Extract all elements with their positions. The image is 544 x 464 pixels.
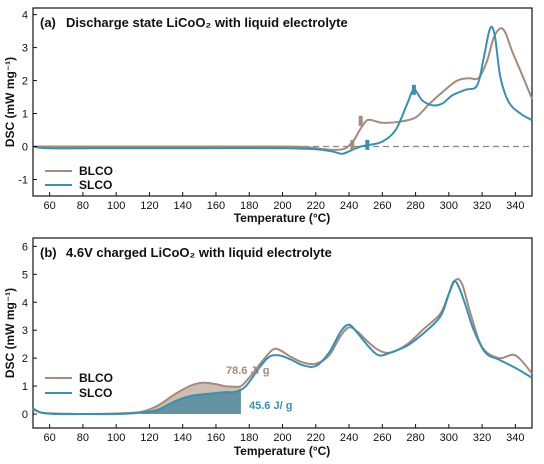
x-tick-label: 180 — [240, 432, 258, 444]
y-tick-label: 3 — [22, 325, 28, 337]
x-tick-label: 300 — [440, 432, 458, 444]
x-tick-label: 80 — [77, 432, 89, 444]
series-line-slco — [32, 280, 533, 416]
x-axis-label-b: Temperature (°C) — [234, 444, 331, 458]
markers-a — [350, 84, 416, 150]
x-tick-label: 340 — [506, 200, 524, 212]
legend-label-slco-b: SLCO — [79, 386, 112, 400]
y-axis-label-a: DSC (mW mg⁻¹) — [3, 57, 17, 147]
x-tick-label: 260 — [373, 432, 391, 444]
y-ticks-b: 0 1 2 3 4 5 6 — [22, 241, 37, 421]
panel-b: 60 80 100 120 140 160 180 200 220 240 260 280 300 320… — [3, 237, 533, 458]
panel-a: 60 80 100 120 140 160 180 200 220 240 260 280 300 320… — [3, 7, 533, 225]
x-ticks-b: 60 80 100 120 140 160 180 200 220 240 260 280 300 320… — [44, 424, 525, 444]
shaded-region-slco — [141, 388, 241, 414]
x-tick-label: 60 — [44, 200, 56, 212]
chart-title-b: 4.6V charged LiCoO₂ with liquid electrol… — [66, 245, 332, 260]
x-tick-label: 220 — [307, 432, 325, 444]
marker-blco — [358, 115, 363, 126]
x-tick-label: 200 — [273, 200, 291, 212]
x-tick-label: 140 — [174, 432, 192, 444]
series-b — [32, 278, 533, 416]
series-a — [32, 25, 533, 155]
x-tick-label: 100 — [107, 432, 125, 444]
y-tick-label: -1 — [18, 175, 28, 187]
y-tick-label: 0 — [22, 409, 28, 421]
x-tick-label: 240 — [340, 432, 358, 444]
marker-slco — [365, 139, 370, 150]
x-tick-label: 160 — [207, 432, 225, 444]
y-ticks-a: -1 0 1 2 3 4 — [18, 10, 37, 187]
legend-label-blco-b: BLCO — [79, 371, 113, 385]
x-tick-label: 200 — [273, 432, 291, 444]
y-tick-label: 3 — [22, 43, 28, 55]
y-axis-label-b: DSC (mW mg⁻¹) — [3, 288, 17, 378]
x-tick-label: 60 — [44, 432, 56, 444]
x-tick-label: 100 — [107, 200, 125, 212]
marker-blco — [350, 139, 355, 150]
x-tick-label: 220 — [307, 200, 325, 212]
x-tick-label: 280 — [406, 200, 424, 212]
legend-label-blco-a: BLCO — [79, 164, 113, 178]
y-tick-label: 0 — [22, 142, 28, 154]
panel-label-b: (b) — [40, 245, 57, 260]
chart-title-a: Discharge state LiCoO₂ with liquid elect… — [66, 15, 348, 30]
x-tick-label: 280 — [406, 432, 424, 444]
x-tick-label: 260 — [373, 200, 391, 212]
x-tick-label: 160 — [207, 200, 225, 212]
y-tick-label: 2 — [22, 353, 28, 365]
y-tick-label: 4 — [22, 297, 28, 309]
x-tick-label: 300 — [440, 200, 458, 212]
marker-slco — [411, 84, 416, 95]
legend-a: BLCO SLCO — [45, 164, 113, 192]
x-axis-label-a: Temperature (°C) — [234, 211, 331, 225]
x-tick-label: 320 — [473, 432, 491, 444]
x-tick-label: 120 — [140, 200, 158, 212]
y-tick-label: 6 — [22, 241, 28, 253]
legend-label-slco-a: SLCO — [79, 178, 112, 192]
x-ticks-a: 60 80 100 120 140 160 180 200 220 240 260 280 300 320… — [44, 192, 525, 212]
x-tick-label: 80 — [77, 200, 89, 212]
legend-b: BLCO SLCO — [45, 371, 113, 400]
y-tick-label: 1 — [22, 381, 28, 393]
series-line-slco — [32, 25, 533, 155]
x-tick-label: 240 — [340, 200, 358, 212]
y-tick-label: 4 — [22, 10, 28, 22]
panel-label-a: (a) — [40, 15, 56, 30]
y-tick-label: 2 — [22, 76, 28, 88]
y-tick-label: 5 — [22, 269, 28, 281]
x-tick-label: 120 — [140, 432, 158, 444]
x-tick-label: 340 — [506, 432, 524, 444]
annotation-slco-enthalpy: 45.6 J/ g — [249, 400, 292, 412]
x-tick-label: 320 — [473, 200, 491, 212]
y-tick-label: 1 — [22, 109, 28, 121]
annotation-blco-enthalpy: 78.6 J/ g — [226, 365, 269, 377]
x-tick-label: 140 — [174, 200, 192, 212]
series-line-blco — [32, 27, 533, 151]
x-tick-label: 180 — [240, 200, 258, 212]
